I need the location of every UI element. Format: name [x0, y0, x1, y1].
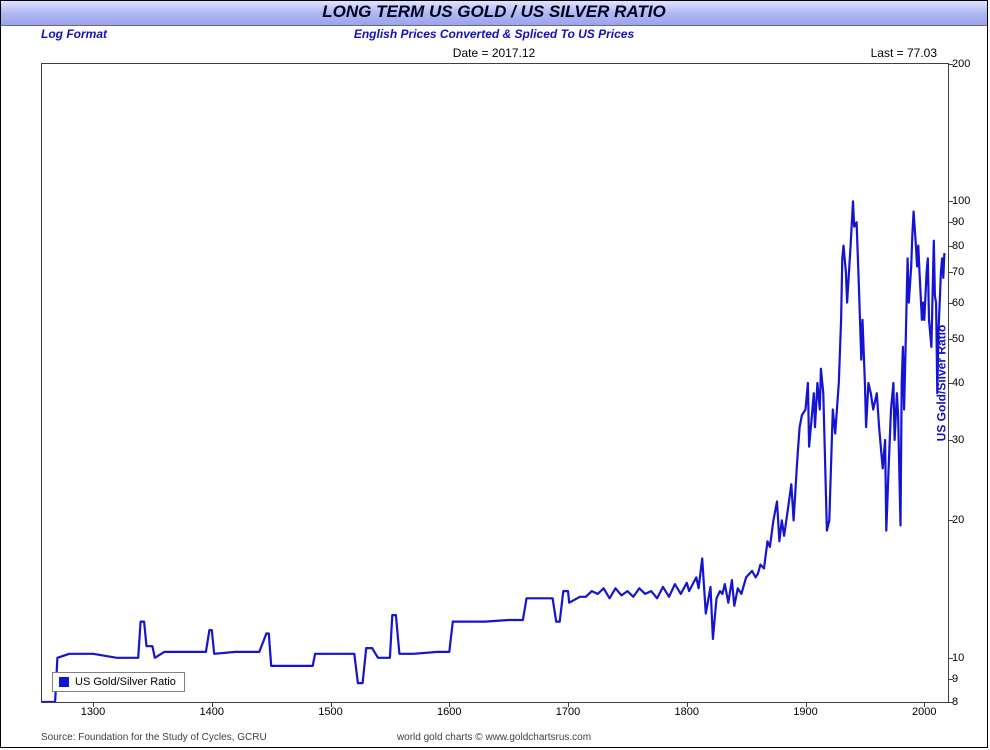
subtitle-bar: Log Format English Prices Converted & Sp… — [1, 26, 987, 44]
y-tick-mark — [948, 339, 953, 340]
y-axis-title: US Gold/Silver Ratio — [935, 325, 949, 442]
info-last: Last = 77.03 — [871, 46, 937, 60]
y-tick-mark — [948, 222, 953, 223]
x-tick-label: 2000 — [912, 706, 936, 718]
x-tick-mark — [568, 702, 569, 707]
y-tick-label: 200 — [952, 58, 980, 70]
x-tick-mark — [449, 702, 450, 707]
y-tick-label: 70 — [952, 266, 980, 278]
y-tick-label: 30 — [952, 434, 980, 446]
x-tick-mark — [687, 702, 688, 707]
y-tick-mark — [948, 520, 953, 521]
y-tick-label: 40 — [952, 377, 980, 389]
info-date: Date = 2017.12 — [453, 46, 535, 60]
y-tick-label: 90 — [952, 216, 980, 228]
chart-frame: LONG TERM US GOLD / US SILVER RATIO Log … — [0, 0, 988, 748]
x-tick-mark — [924, 702, 925, 707]
legend-label: US Gold/Silver Ratio — [75, 676, 176, 688]
x-tick-mark — [93, 702, 94, 707]
y-tick-label: 50 — [952, 333, 980, 345]
x-tick-label: 1500 — [318, 706, 342, 718]
y-tick-mark — [948, 702, 953, 703]
line-series — [42, 64, 948, 702]
ratio-line — [42, 201, 944, 702]
chart-title: LONG TERM US GOLD / US SILVER RATIO — [1, 1, 987, 26]
y-tick-label: 9 — [952, 673, 980, 685]
y-tick-label: 8 — [952, 696, 980, 708]
y-tick-mark — [948, 246, 953, 247]
x-tick-label: 1600 — [437, 706, 461, 718]
x-tick-mark — [806, 702, 807, 707]
y-tick-label: 20 — [952, 514, 980, 526]
y-tick-mark — [948, 303, 953, 304]
y-tick-mark — [948, 658, 953, 659]
x-tick-label: 1700 — [556, 706, 580, 718]
x-tick-label: 1900 — [793, 706, 817, 718]
y-tick-mark — [948, 440, 953, 441]
y-tick-label: 100 — [952, 195, 980, 207]
subtitle-center: English Prices Converted & Spliced To US… — [1, 27, 987, 41]
y-tick-label: 80 — [952, 240, 980, 252]
x-tick-label: 1800 — [675, 706, 699, 718]
x-tick-mark — [212, 702, 213, 707]
x-tick-mark — [331, 702, 332, 707]
y-tick-mark — [948, 383, 953, 384]
legend: US Gold/Silver Ratio — [52, 672, 185, 692]
y-tick-mark — [948, 679, 953, 680]
y-tick-label: 10 — [952, 652, 980, 664]
footer-copyright: world gold charts © www.goldchartsrus.co… — [1, 732, 987, 743]
y-tick-mark — [948, 64, 953, 65]
y-tick-mark — [948, 272, 953, 273]
plot-area: US Gold/Silver Ratio US Gold/Silver Rati… — [41, 63, 949, 703]
y-tick-mark — [948, 201, 953, 202]
legend-swatch — [59, 677, 69, 687]
x-tick-label: 1300 — [81, 706, 105, 718]
x-tick-label: 1400 — [200, 706, 224, 718]
y-tick-label: 60 — [952, 297, 980, 309]
